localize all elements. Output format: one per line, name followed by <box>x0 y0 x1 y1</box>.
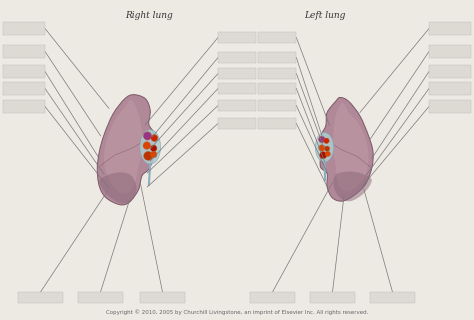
Bar <box>3 100 45 113</box>
Circle shape <box>319 136 325 143</box>
Ellipse shape <box>140 130 161 164</box>
Circle shape <box>150 145 157 152</box>
Bar <box>3 45 45 58</box>
Bar <box>218 118 256 129</box>
Bar <box>310 292 355 303</box>
Bar <box>78 292 123 303</box>
Bar <box>18 292 63 303</box>
Bar <box>3 22 45 35</box>
Bar <box>258 118 296 129</box>
Text: Left lung: Left lung <box>304 11 346 20</box>
Bar <box>429 82 471 95</box>
Bar <box>258 52 296 63</box>
PathPatch shape <box>100 172 137 204</box>
Bar <box>429 65 471 78</box>
Bar <box>258 32 296 43</box>
PathPatch shape <box>332 103 369 192</box>
Circle shape <box>150 151 157 158</box>
Bar <box>429 45 471 58</box>
Text: Right lung: Right lung <box>126 11 173 20</box>
PathPatch shape <box>97 95 155 205</box>
Text: Copyright © 2010, 2005 by Churchill Livingstone, an imprint of Elsevier Inc. All: Copyright © 2010, 2005 by Churchill Livi… <box>106 309 368 315</box>
Bar <box>258 68 296 79</box>
Circle shape <box>151 134 158 141</box>
Bar <box>218 83 256 94</box>
Circle shape <box>143 142 151 149</box>
PathPatch shape <box>320 98 373 201</box>
Circle shape <box>143 132 152 140</box>
Bar <box>218 52 256 63</box>
Bar <box>250 292 295 303</box>
PathPatch shape <box>333 172 372 201</box>
Bar <box>3 65 45 78</box>
Circle shape <box>325 151 330 156</box>
Circle shape <box>319 152 327 159</box>
Bar <box>218 32 256 43</box>
Bar <box>140 292 185 303</box>
Ellipse shape <box>315 132 334 162</box>
Bar <box>258 83 296 94</box>
Circle shape <box>325 146 330 151</box>
Bar <box>218 100 256 111</box>
Bar <box>3 82 45 95</box>
Bar <box>258 100 296 111</box>
Circle shape <box>144 151 153 160</box>
Bar <box>370 292 415 303</box>
Bar <box>218 68 256 79</box>
Bar <box>429 22 471 35</box>
Circle shape <box>319 145 325 151</box>
Bar <box>429 100 471 113</box>
PathPatch shape <box>104 100 144 194</box>
Circle shape <box>324 138 329 144</box>
